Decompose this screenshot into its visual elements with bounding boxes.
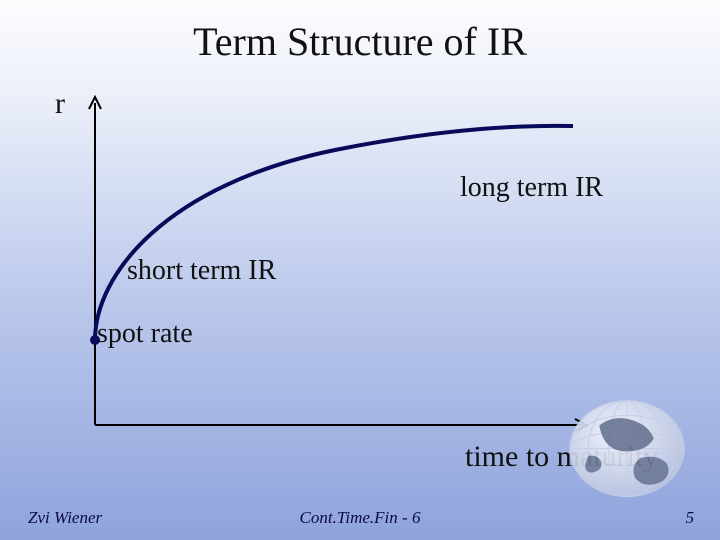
footer-title: Cont.Time.Fin - 6 xyxy=(0,508,720,528)
term-structure-chart: r long term IR short term IR spot rate t… xyxy=(85,95,595,425)
globe-icon xyxy=(552,384,702,504)
yield-curve xyxy=(95,126,573,340)
spot-rate-label: spot rate xyxy=(97,318,193,350)
slide-number: 5 xyxy=(686,508,695,528)
slide-title: Term Structure of IR xyxy=(0,18,720,65)
y-axis-label: r xyxy=(55,87,65,121)
long-term-label: long term IR xyxy=(460,172,603,204)
short-term-label: short term IR xyxy=(127,255,276,287)
slide: Term Structure of IR r long term IR shor… xyxy=(0,0,720,540)
